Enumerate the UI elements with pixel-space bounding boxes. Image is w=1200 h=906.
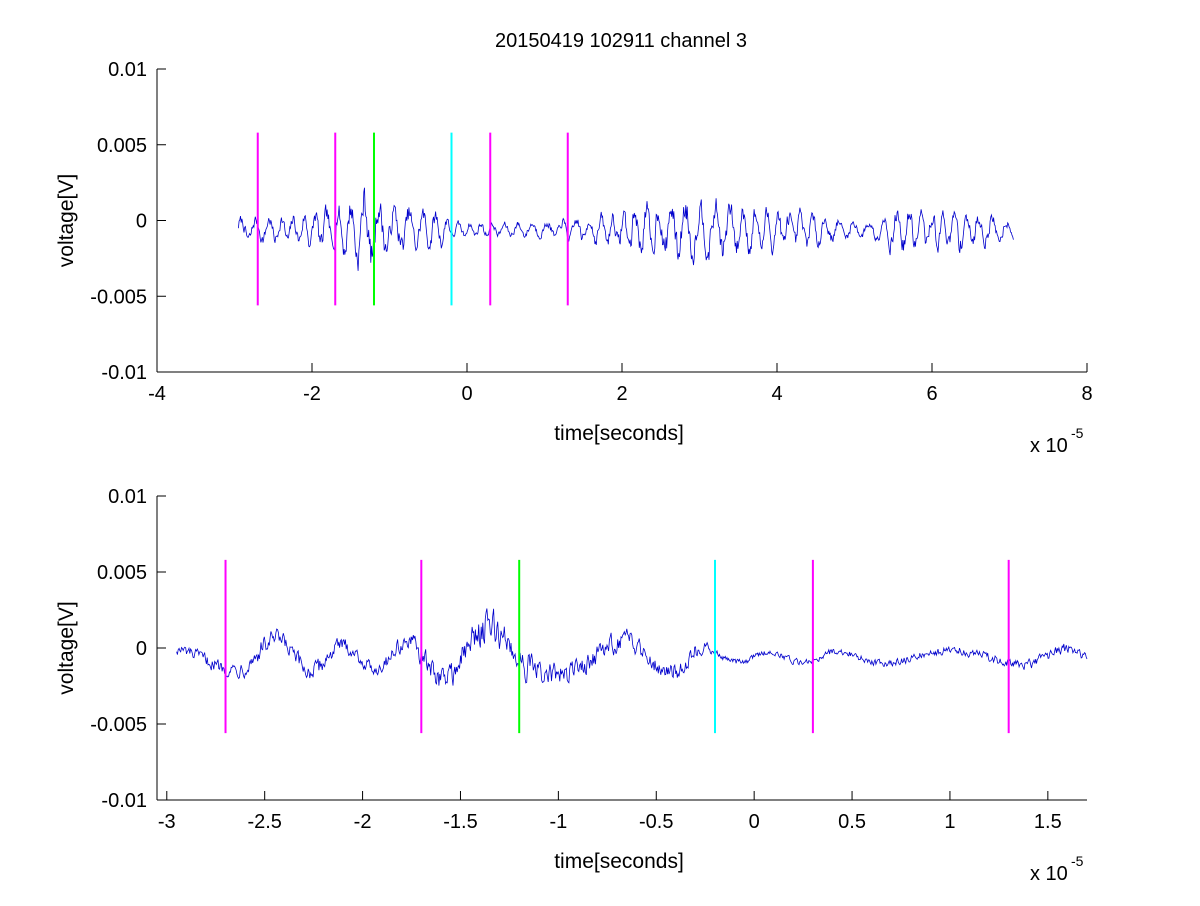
y-tick-label: 0.005	[97, 562, 147, 584]
x-tick-label: -0.5	[639, 811, 673, 833]
x-tick-label: -1	[549, 811, 567, 833]
top-axes: -4 -2 0 2 4 6 8 -0.01 -0.005 0 0.005 0.01 time[secon…	[55, 59, 1093, 457]
x-tick-label: -3	[158, 811, 176, 833]
x-multiplier-label: x 10	[1030, 435, 1068, 457]
figure-title: 20150419 102911 channel 3	[495, 30, 747, 52]
y-tick-label: 0.01	[108, 486, 147, 508]
x-multiplier-exponent: -5	[1071, 425, 1084, 441]
y-tick-label: 0	[136, 211, 147, 233]
x-multiplier-label: x 10	[1030, 863, 1068, 885]
x-tick-label: -2	[303, 383, 321, 405]
x-tick-label: -4	[148, 383, 166, 405]
y-tick-label: -0.005	[90, 714, 147, 736]
x-tick-label: 0.5	[838, 811, 866, 833]
bottom-axes: -3 -2.5 -2 -1.5 -1 -0.5 0 0.5 1 1.5 -0.01 -0.005 0 0.…	[55, 486, 1088, 885]
x-tick-label: -2	[354, 811, 372, 833]
x-tick-label: 1	[944, 811, 955, 833]
y-tick-label: 0.01	[108, 59, 147, 81]
x-tick-label: -2.5	[247, 811, 281, 833]
x-tick-label: 4	[771, 383, 782, 405]
y-axis-label: voltage[V]	[55, 174, 78, 267]
x-tick-label: -1.5	[443, 811, 477, 833]
x-tick-label: 2	[616, 383, 627, 405]
x-tick-label: 1.5	[1034, 811, 1062, 833]
x-tick-label: 0	[749, 811, 760, 833]
y-tick-label: -0.01	[101, 790, 147, 812]
x-tick-label: 0	[461, 383, 472, 405]
y-axis-label: voltage[V]	[55, 601, 78, 694]
x-tick-label: 8	[1081, 383, 1092, 405]
signal-trace	[176, 608, 1088, 686]
x-axis-label: time[seconds]	[554, 422, 684, 445]
y-tick-label: 0.005	[97, 135, 147, 157]
y-tick-label: 0	[136, 638, 147, 660]
x-axis-label: time[seconds]	[554, 850, 684, 873]
y-tick-label: -0.01	[101, 362, 147, 384]
y-tick-label: -0.005	[90, 286, 147, 308]
x-tick-label: 6	[926, 383, 937, 405]
signal-trace	[238, 187, 1014, 271]
x-multiplier-exponent: -5	[1071, 853, 1084, 869]
